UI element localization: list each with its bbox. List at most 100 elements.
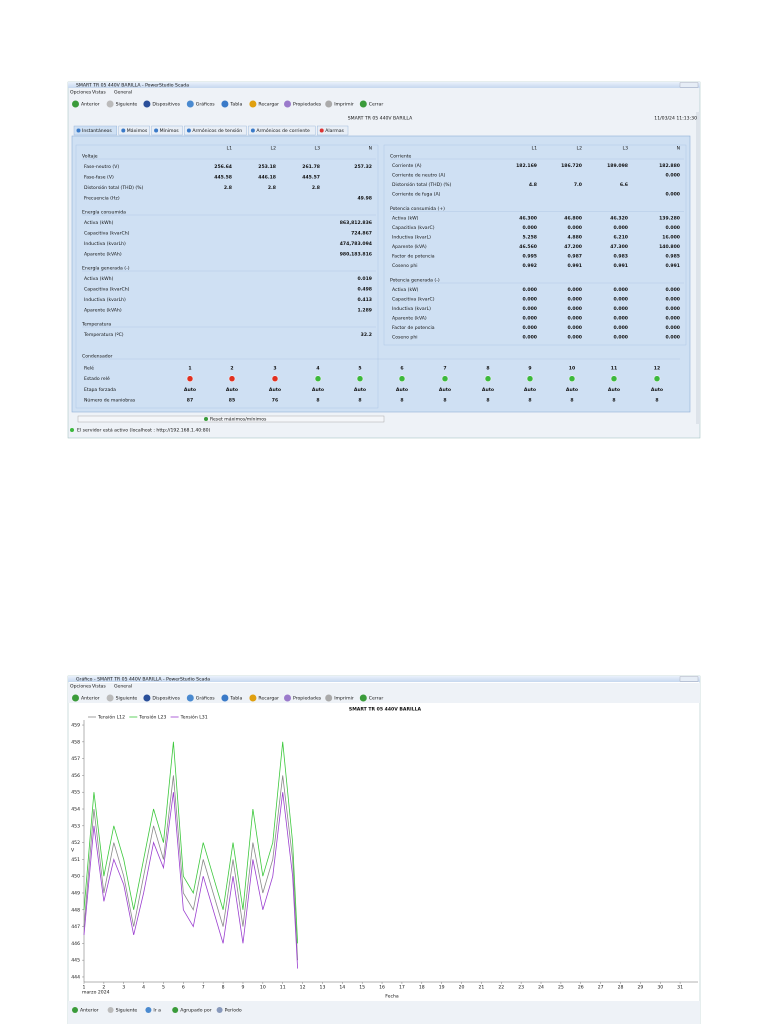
cell-value: 182.169	[516, 163, 537, 169]
tab[interactable]	[248, 125, 316, 136]
section-title: Voltaje	[82, 154, 98, 160]
row-label: Coseno phi	[392, 263, 418, 269]
toolbar-icon[interactable]	[72, 100, 79, 108]
cell-value: 140.800	[659, 244, 680, 250]
cell-value: 0.019	[357, 276, 372, 282]
toolbar-icon[interactable]	[325, 100, 333, 108]
relay-state-icon	[271, 375, 279, 382]
x-tick-label: 16	[379, 985, 385, 991]
tab[interactable]	[73, 125, 117, 136]
cell-value: 980,183.816	[340, 252, 372, 258]
cell-value: Auto	[269, 387, 281, 393]
cell-value: 4.8	[529, 182, 537, 188]
toolbar-icon[interactable]	[107, 1007, 114, 1013]
row-label: Estado relé	[84, 375, 110, 382]
toolbar-icon[interactable]	[249, 100, 257, 108]
cell-value: Auto	[566, 387, 578, 393]
cell-value: 8	[655, 398, 658, 404]
row-label: Aparente (kVAh)	[84, 252, 122, 258]
toolbar-icon[interactable]	[143, 694, 151, 702]
toolbar-icon[interactable]	[145, 1007, 152, 1013]
toolbar-icon[interactable]	[216, 1007, 223, 1013]
toolbar-icon[interactable]	[172, 1007, 179, 1013]
cell-value: 46.800	[564, 216, 582, 222]
toolbar-icon[interactable]	[72, 1007, 78, 1013]
tab[interactable]	[118, 125, 150, 136]
tab-icon	[76, 128, 81, 133]
x-tick-label: 23	[518, 985, 524, 991]
section-title: Energía consumida	[82, 209, 126, 216]
scrollbar[interactable]	[696, 112, 700, 424]
y-tick-label: 452	[71, 840, 80, 846]
toolbar-icon[interactable]	[359, 694, 367, 702]
cell-value: 0.991	[567, 263, 582, 269]
toolbar-icon[interactable]	[284, 694, 291, 702]
cell-value: 32.2	[361, 332, 372, 338]
column-header: L3	[315, 146, 321, 152]
x-tick-label: 5	[162, 985, 165, 991]
toolbar-icon[interactable]	[106, 694, 114, 702]
toolbar-button: Agrupado por	[180, 1008, 212, 1014]
relay-state-icon	[568, 375, 576, 382]
y-tick-label: 456	[71, 773, 80, 779]
tab-label: Armónicos de tensión	[192, 127, 242, 134]
cell-value: 2.8	[312, 185, 320, 191]
toolbar-icon[interactable]	[72, 694, 79, 702]
toolbar-icon[interactable]	[106, 100, 114, 108]
y-tick-label: 453	[71, 823, 80, 829]
cell-value: 1	[188, 366, 191, 372]
legend-label: Tensión L12	[97, 714, 125, 721]
x-tick-label: 10	[260, 985, 266, 991]
menu-item: Opciones	[70, 90, 92, 96]
cell-value: 257.32	[354, 164, 372, 170]
x-tick-label: 8	[222, 985, 225, 991]
toolbar-icon[interactable]	[143, 100, 151, 108]
toolbar-icon[interactable]	[284, 100, 291, 108]
toolbar-icon[interactable]	[186, 694, 194, 702]
row-label: Activa (kWh)	[84, 220, 114, 226]
toolbar-icon[interactable]	[186, 100, 194, 108]
cell-value: 0.000	[665, 325, 680, 331]
cell-value: 0.983	[613, 254, 628, 260]
title-bar	[68, 82, 700, 88]
tab[interactable]	[317, 125, 349, 136]
row-label: Relé	[84, 365, 94, 372]
section-title: Energía generada (-)	[82, 265, 130, 272]
toolbar-button: Siguiente	[116, 1008, 138, 1014]
y-tick-label: 446	[71, 941, 80, 947]
cell-value: 0.000	[522, 287, 537, 293]
relay-state-icon	[526, 375, 534, 382]
reset-button[interactable]	[77, 415, 385, 423]
toolbar-button: Gráficos	[196, 695, 215, 702]
cell-value: 8	[528, 398, 531, 404]
cell-value: 863,812.836	[340, 220, 372, 226]
cell-value: Auto	[651, 387, 663, 393]
row-label: Activa (kWh)	[84, 276, 114, 282]
toolbar-icon[interactable]	[221, 694, 229, 702]
menu-item: Vistas	[92, 684, 106, 690]
window-controls[interactable]	[679, 676, 699, 682]
row-label: Distorsión total (THD) (%)	[84, 184, 144, 191]
toolbar-icon[interactable]	[249, 694, 257, 702]
cell-value: 182.880	[659, 163, 680, 169]
y-tick-label: 454	[71, 807, 80, 813]
toolbar-icon[interactable]	[325, 694, 333, 702]
y-tick-label: 457	[71, 756, 80, 762]
toolbar-icon[interactable]	[359, 100, 367, 108]
cell-value: 8	[612, 398, 615, 404]
toolbar-icon[interactable]	[221, 100, 229, 108]
device-title: SMART TR 05 440V BARILLA	[348, 116, 413, 122]
cell-value: 0.000	[665, 225, 680, 231]
cell-value: 46.300	[519, 216, 537, 222]
toolbar-button: Dispositivos	[152, 696, 180, 702]
cell-value: 0.498	[357, 287, 372, 293]
row-label: Temperatura (ºC)	[83, 332, 124, 338]
y-tick-label: 448	[71, 907, 80, 913]
cell-value: 0.000	[567, 335, 582, 341]
tab[interactable]	[151, 125, 183, 136]
window-controls[interactable]	[679, 82, 699, 88]
cell-value: 1.289	[357, 308, 372, 314]
cell-value: 0.000	[665, 192, 680, 198]
relay-state-icon	[356, 375, 364, 382]
tab[interactable]	[184, 125, 247, 136]
